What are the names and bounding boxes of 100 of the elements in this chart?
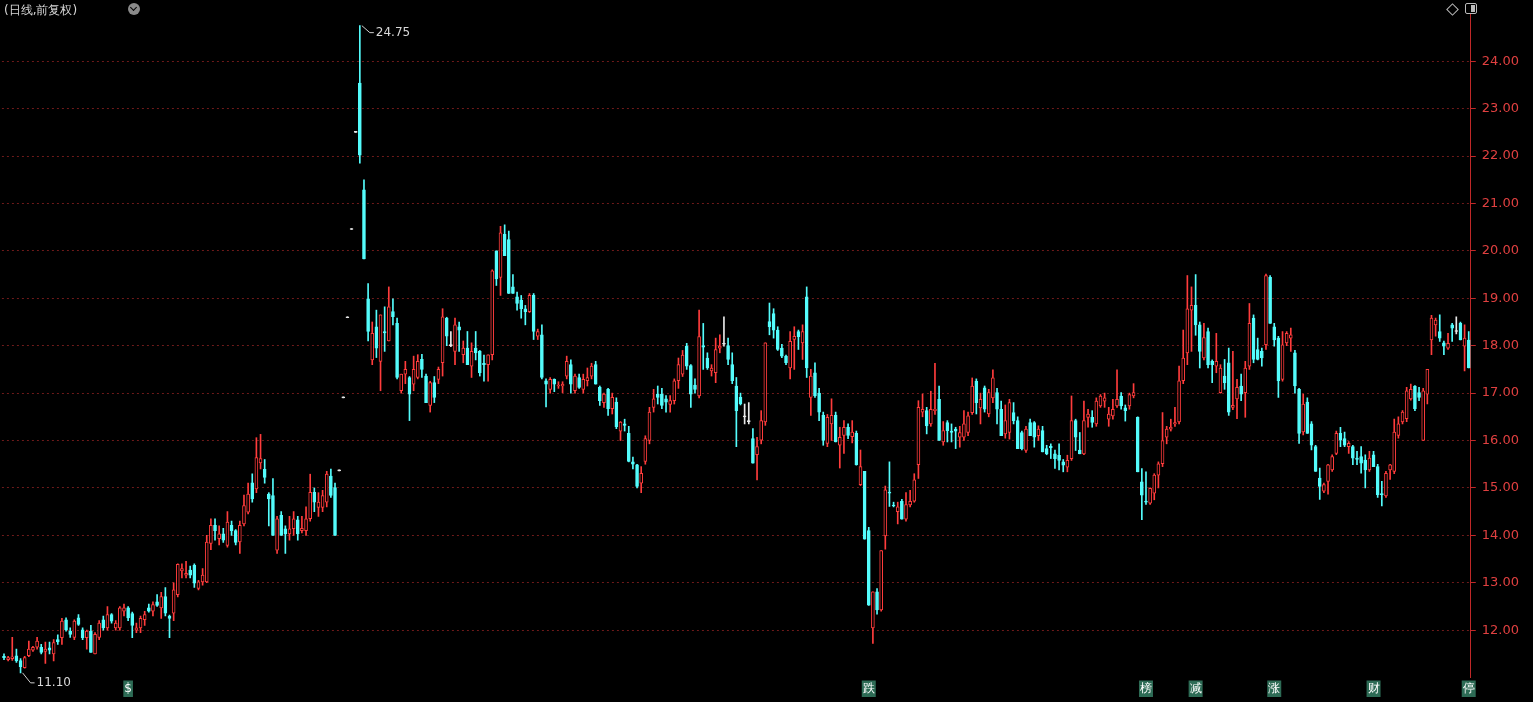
candlestick <box>213 518 217 541</box>
candlestick <box>449 331 453 347</box>
candlestick <box>995 388 999 425</box>
candlestick <box>188 565 193 579</box>
candlestick <box>1024 425 1028 453</box>
candlestick <box>1243 361 1248 418</box>
candlestick <box>817 388 821 421</box>
candlestick <box>395 317 399 380</box>
candlestick <box>250 473 255 503</box>
candlestick <box>1317 467 1322 500</box>
candlestick <box>1123 404 1128 422</box>
candlestick <box>1355 451 1359 466</box>
candlestick <box>701 323 706 370</box>
candlestick <box>1115 369 1119 408</box>
annotation: 11.10 <box>36 674 71 689</box>
candlestick <box>519 295 524 319</box>
candlestick <box>312 487 317 512</box>
candlestick <box>784 354 788 365</box>
candlestick <box>957 425 962 448</box>
candlestick <box>275 516 279 554</box>
candlestick <box>1375 463 1380 498</box>
candlestick <box>1301 393 1306 436</box>
candlestick <box>68 627 73 638</box>
candlestick <box>1330 454 1334 472</box>
y-tick-label: 24.00 <box>1481 52 1519 68</box>
candlestick <box>929 390 933 427</box>
candlestick <box>1140 468 1144 521</box>
y-tick-label: 20.00 <box>1481 242 1519 258</box>
candlestick <box>726 337 730 365</box>
candlestick <box>333 482 337 536</box>
candlestick <box>668 395 672 413</box>
candlestick <box>1206 327 1210 369</box>
candlestick <box>544 378 548 408</box>
candlestick <box>540 324 544 380</box>
candlestick <box>27 640 31 658</box>
candlestick <box>635 463 639 489</box>
candlestick <box>134 622 139 633</box>
candlestick <box>60 618 64 645</box>
candlestick <box>970 377 975 415</box>
candlestick <box>610 392 615 415</box>
candlestick <box>941 421 946 446</box>
candlestick <box>490 269 495 361</box>
candlestick <box>1226 347 1231 416</box>
candlestick <box>1297 388 1301 444</box>
candlestick <box>180 563 184 579</box>
candlestick <box>672 378 677 405</box>
candlestick <box>324 471 329 508</box>
candlestick <box>871 591 875 644</box>
x-tick-label: 跌 <box>862 680 875 695</box>
candlestick <box>730 352 735 384</box>
candlestick <box>887 461 892 507</box>
candlestick <box>804 286 809 378</box>
candlestick <box>1028 418 1032 437</box>
candlestick <box>366 283 370 342</box>
candlestick <box>1144 471 1148 505</box>
candlestick <box>639 466 644 494</box>
candlestick <box>755 436 759 481</box>
x-tick-label: 涨 <box>1268 680 1281 695</box>
candlestick <box>837 426 842 469</box>
candlestick <box>1388 463 1392 480</box>
candlestick <box>461 340 466 364</box>
candlestick <box>780 343 784 358</box>
candlestick <box>991 369 995 403</box>
candlestick <box>1077 432 1082 455</box>
candlestick <box>1446 333 1450 350</box>
y-tick-label: 12.00 <box>1481 621 1519 637</box>
candlestick <box>300 516 304 534</box>
candlestick <box>1346 441 1351 454</box>
candlestick <box>1466 331 1471 369</box>
candlestick <box>506 230 511 294</box>
candlestick <box>84 629 89 650</box>
x-tick-label: 财 <box>1367 680 1380 695</box>
candlestick <box>924 407 929 435</box>
x-tick-label: 停 <box>1462 680 1475 695</box>
candlestick <box>891 501 896 508</box>
candlestick <box>271 478 275 536</box>
candlestick <box>1148 487 1152 505</box>
candlestick <box>1090 410 1095 428</box>
candlestick <box>142 610 147 626</box>
candlestick <box>1437 314 1442 342</box>
candlestick <box>1086 408 1090 428</box>
candlestick <box>792 326 797 370</box>
y-tick-label: 19.00 <box>1481 289 1519 305</box>
candlestick <box>432 376 437 403</box>
candlestick <box>1351 444 1355 466</box>
candlestick <box>1168 418 1173 432</box>
candlestick <box>64 617 68 632</box>
candlestick <box>999 400 1003 437</box>
candlestick <box>1082 400 1086 456</box>
candlestick <box>453 317 457 365</box>
candlestick <box>722 316 726 347</box>
candlestick <box>548 377 552 394</box>
candlestick <box>93 632 97 655</box>
candlestick <box>895 501 900 525</box>
candlestick <box>386 286 391 342</box>
candlestick <box>1288 327 1293 352</box>
candlestick <box>626 425 631 463</box>
candlestick <box>593 361 598 385</box>
candlestick <box>308 473 313 522</box>
candlestick <box>233 529 238 546</box>
